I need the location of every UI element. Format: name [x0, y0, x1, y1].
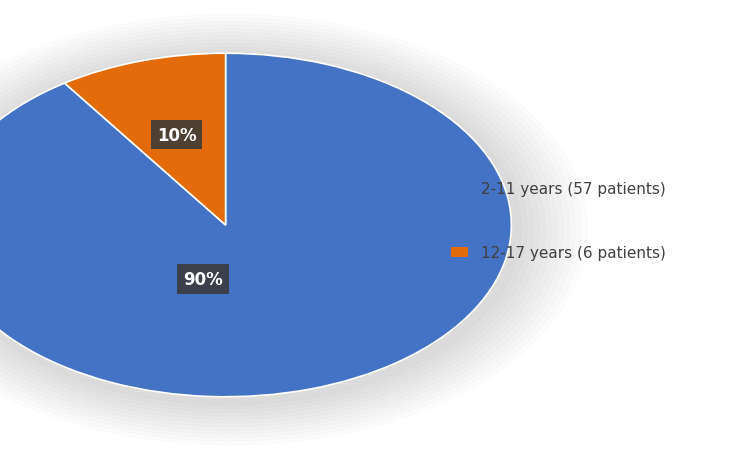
Wedge shape	[65, 54, 226, 226]
Text: 2-11 years (57 patients): 2-11 years (57 patients)	[481, 182, 666, 197]
Bar	[451, 184, 468, 194]
Text: 90%: 90%	[183, 271, 223, 289]
Text: 12-17 years (6 patients): 12-17 years (6 patients)	[481, 245, 666, 260]
Wedge shape	[0, 54, 511, 397]
Text: 10%: 10%	[157, 126, 196, 144]
Bar	[451, 248, 468, 258]
